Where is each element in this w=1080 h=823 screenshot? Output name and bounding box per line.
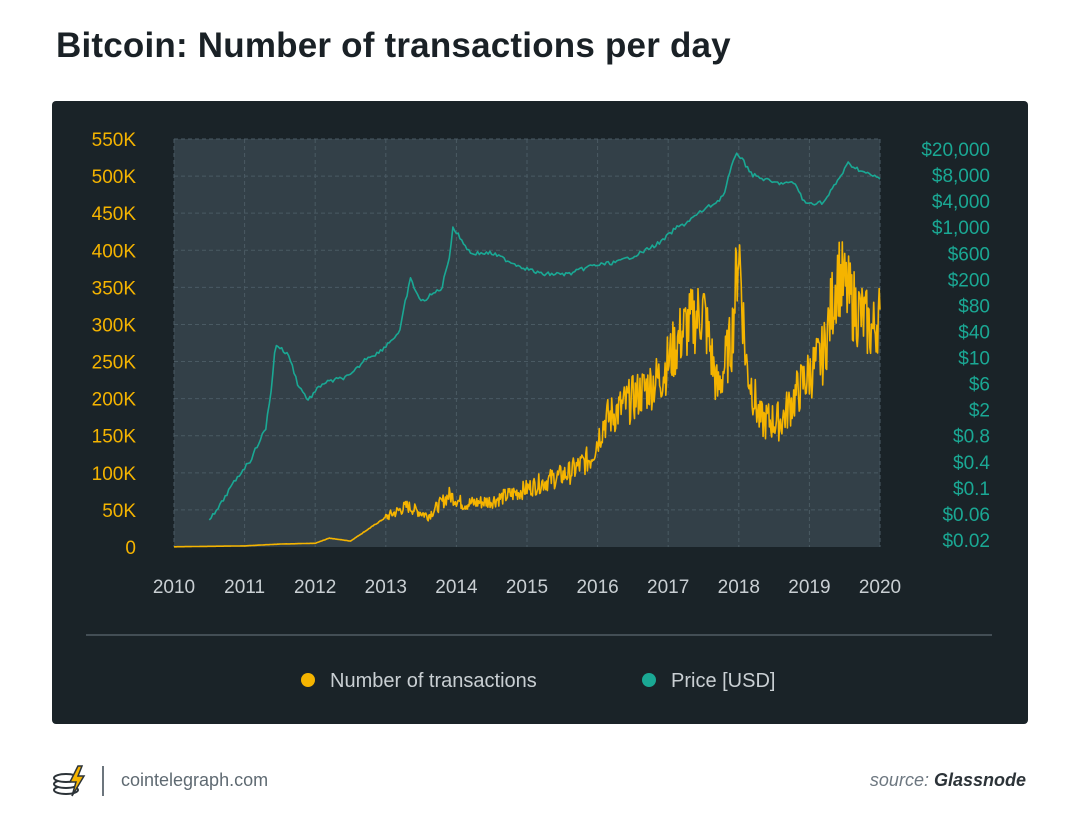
y-left-tick-label: 100K [92,464,137,485]
x-tick-label: 2019 [788,577,830,598]
page-title: Bitcoin: Number of transactions per day [56,26,731,65]
x-tick-label: 2011 [224,577,265,598]
y-right-tick-label: $0.06 [942,505,990,526]
y-right-tick-label: $2 [969,401,990,422]
y-right-tick-label: $200 [948,270,990,291]
price-series-line [208,152,881,521]
legend-price-label: Price [USD] [671,670,775,692]
footer-source: source: Glassnode [870,770,1026,791]
x-tick-label: 2010 [153,577,195,598]
y-left-tick-label: 400K [92,241,137,262]
y-left-tick-label: 300K [92,315,137,336]
chart-panel: 0 50K 100K 150K 200K 250K 300K 350K 400K 450K 500K… [52,101,1028,724]
y-right-tick-label: $0.4 [953,453,990,474]
footer-divider [102,766,104,796]
x-tick-label: 2016 [576,577,618,598]
y-right-tick-label: $20,000 [921,140,990,161]
y-left-tick-label: 200K [92,390,137,411]
source-name: Glassnode [933,770,1026,790]
legend-transactions-label: Number of transactions [330,670,537,692]
x-tick-label: 2018 [718,577,760,598]
x-tick-label: 2015 [506,577,548,598]
y-left-tick-label: 350K [92,278,137,299]
source-prefix: source: [869,770,929,790]
y-right-tick-label: $10 [958,349,990,370]
y-left-tick-label: 550K [92,130,137,151]
y-right-tick-label: $80 [958,296,990,317]
y-right-tick-label: $6 [969,375,990,396]
y-right-tick-label: $8,000 [932,166,990,187]
x-tick-label: 2017 [647,577,689,598]
y-left-tick-label: 450K [92,204,137,225]
x-tick-label: 2020 [859,577,901,598]
y-right-tick-label: $40 [958,322,990,343]
y-right-tick-label: $4,000 [932,192,990,213]
y-left-tick-label: 0 [125,538,136,559]
y-right-tick-label: $1,000 [932,218,990,239]
transactions-series-line [174,241,881,548]
y-right-tick-label: $600 [948,244,990,265]
legend-price-dot [642,673,656,687]
cointelegraph-logo-icon [53,765,86,797]
y-right-tick-label: $0.8 [953,427,990,448]
footer-site-link[interactable]: cointelegraph.com [121,770,269,790]
y-left-tick-label: 500K [92,167,137,188]
x-tick-label: 2014 [435,577,478,598]
x-tick-label: 2013 [365,577,407,598]
y-left-tick-label: 250K [92,353,137,374]
legend-transactions-dot [301,673,315,687]
y-right-tick-label: $0.02 [942,531,990,552]
chart-canvas: 0 50K 100K 150K 200K 250K 300K 350K 400K 450K 500K… [86,130,992,692]
x-tick-label: 2012 [294,577,336,598]
y-left-tick-label: 150K [92,427,137,448]
y-right-tick-label: $0.1 [953,479,990,500]
y-left-tick-label: 50K [102,501,136,522]
